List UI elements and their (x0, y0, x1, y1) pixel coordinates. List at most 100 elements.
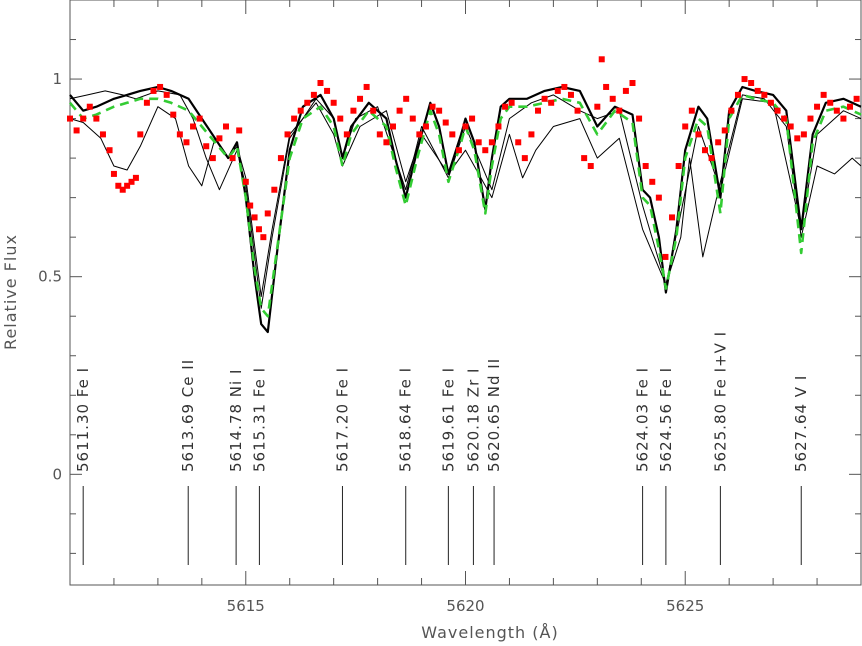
data-point (827, 99, 834, 106)
data-point (422, 123, 429, 130)
y-axis-ticks: 00.51 (38, 0, 861, 554)
data-point (649, 178, 656, 185)
data-point (106, 147, 113, 154)
data-point (297, 107, 304, 114)
data-point (93, 115, 100, 122)
line-id-label: 5624.03 Fe I (634, 367, 652, 472)
data-point (847, 103, 854, 110)
data-point (190, 123, 197, 130)
data-point (183, 139, 190, 146)
data-point (669, 214, 676, 221)
line-id-label: 5624.56 Fe I (657, 367, 675, 472)
data-point (99, 131, 106, 138)
data-point (143, 99, 150, 106)
data-point (449, 131, 456, 138)
data-point (662, 253, 669, 260)
line-id-label: 5619.61 Fe I (439, 367, 457, 472)
data-point (277, 155, 284, 162)
data-point (701, 147, 708, 154)
line-id-label: 5625.80 Fe I+V I (711, 331, 729, 472)
data-point (324, 87, 331, 94)
x-tick-label: 5620 (446, 597, 484, 615)
data-point (455, 147, 462, 154)
data-point (128, 178, 135, 185)
data-point (488, 139, 495, 146)
data-point (616, 107, 623, 114)
series-line-3 (69, 93, 862, 318)
data-point (833, 107, 840, 114)
data-point (469, 115, 476, 122)
data-point (255, 226, 262, 233)
data-point (310, 91, 317, 98)
data-point (337, 115, 344, 122)
line-identifications: 5611.30 Fe I 5613.69 Ce II 5614.78 Ni I 561… (74, 331, 810, 565)
data-point (521, 155, 528, 162)
data-point (115, 182, 122, 189)
data-point (807, 115, 814, 122)
data-point (229, 155, 236, 162)
data-point (528, 131, 535, 138)
data-point (86, 103, 93, 110)
data-point (124, 182, 131, 189)
data-point (157, 83, 164, 90)
data-point (247, 202, 254, 209)
data-point (675, 163, 682, 170)
data-point (734, 91, 741, 98)
data-point (688, 107, 695, 114)
data-point (383, 139, 390, 146)
data-point (150, 87, 157, 94)
data-point (343, 131, 350, 138)
data-point (508, 99, 515, 106)
data-point (442, 119, 449, 126)
data-point (515, 139, 522, 146)
line-id-label: 5615.31 Fe I (250, 367, 268, 472)
data-point (260, 234, 267, 241)
data-point (403, 95, 410, 102)
data-point (728, 107, 735, 114)
y-axis-label: Relative Flux (1, 234, 20, 350)
data-point (581, 155, 588, 162)
data-point (655, 194, 662, 201)
data-point (820, 91, 827, 98)
data-point (317, 80, 324, 87)
data-point (429, 103, 436, 110)
data-point (794, 135, 801, 142)
data-point (209, 155, 216, 162)
data-point (622, 87, 629, 94)
data-point (629, 80, 636, 87)
data-point (741, 76, 748, 83)
data-point (376, 131, 383, 138)
line-id-label: 5620.18 Zr I (464, 368, 482, 472)
data-point (715, 139, 722, 146)
data-point (475, 139, 482, 146)
data-point (396, 107, 403, 114)
data-point (80, 115, 87, 122)
data-point (541, 95, 548, 102)
data-point (587, 163, 594, 170)
data-point (748, 80, 755, 87)
data-point (176, 131, 183, 138)
data-point (242, 178, 249, 185)
data-point (840, 115, 847, 122)
data-point (251, 214, 258, 221)
data-point (754, 87, 761, 94)
series-line-2 (69, 94, 862, 297)
x-tick-label: 5625 (666, 597, 704, 615)
data-point (350, 107, 357, 114)
data-point (264, 210, 271, 217)
data-point (163, 91, 170, 98)
data-point (574, 107, 581, 114)
data-point (462, 123, 469, 130)
data-point (304, 99, 311, 106)
series-layer (67, 56, 862, 334)
data-point (119, 186, 126, 193)
data-point (642, 163, 649, 170)
data-point (170, 111, 177, 118)
data-point (363, 83, 370, 90)
data-point (502, 103, 509, 110)
data-point (196, 115, 203, 122)
line-id-label: 5617.20 Fe I (333, 367, 351, 472)
line-id-label: 5614.78 Ni I (227, 369, 245, 472)
line-id-label: 5613.69 Ce II (179, 359, 197, 472)
